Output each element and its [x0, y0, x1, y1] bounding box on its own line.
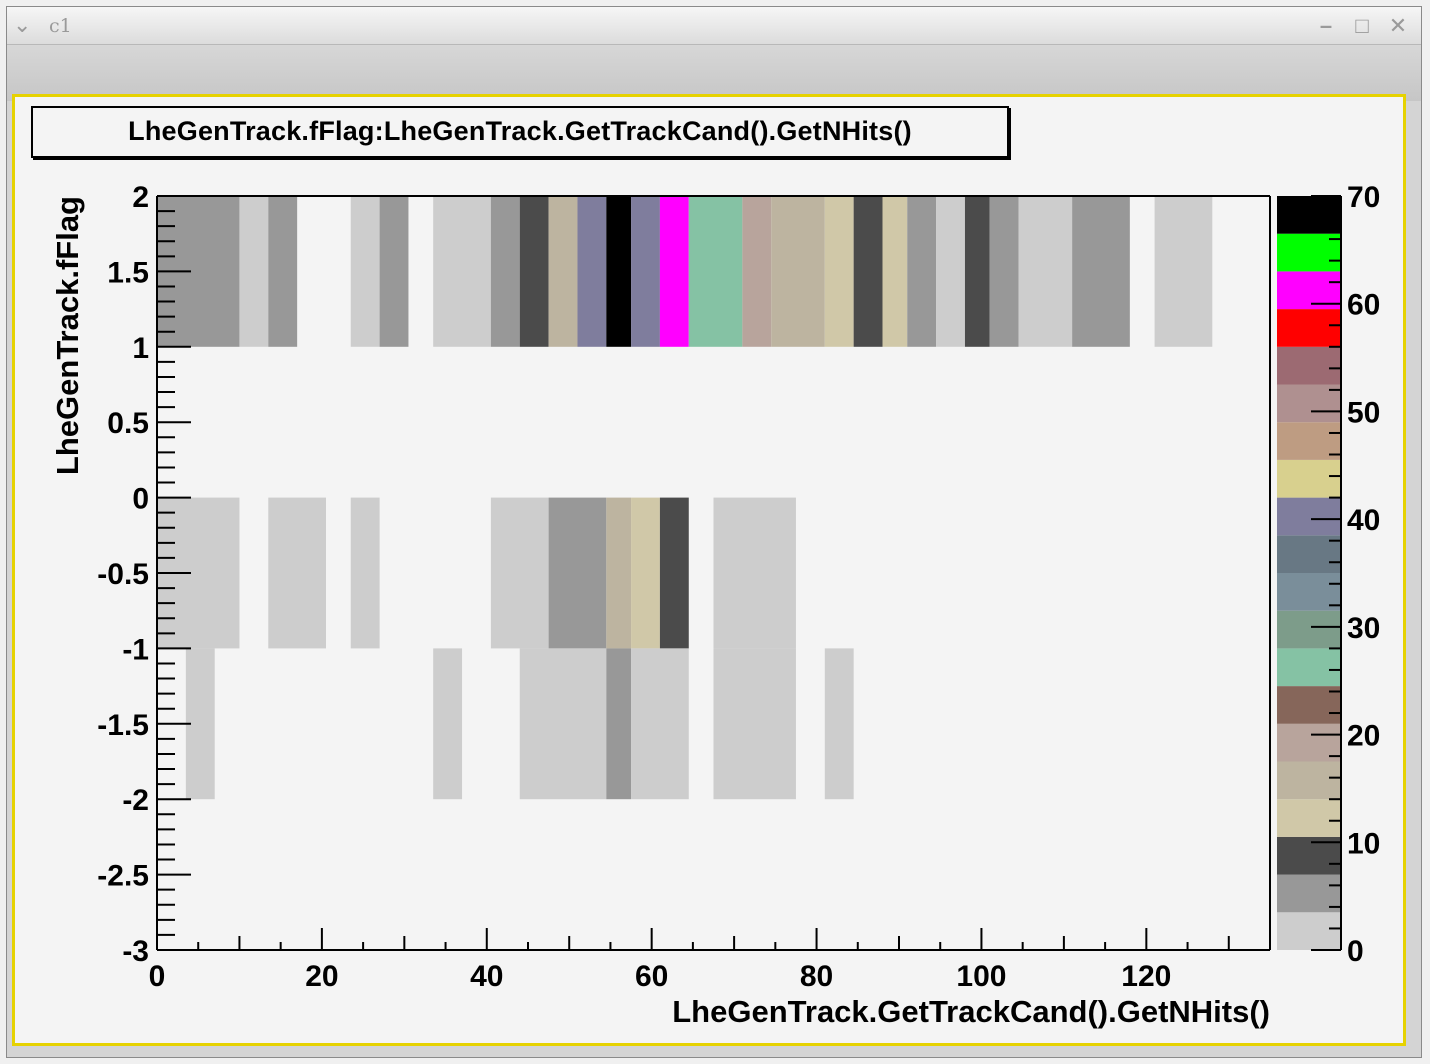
title-bar: ⌄ c1 – □ ✕ [7, 7, 1421, 45]
heatmap-cell [490, 196, 520, 347]
palette-swatch [1277, 196, 1341, 234]
palette-swatch [1277, 309, 1341, 347]
heatmap-cell [548, 196, 578, 347]
heatmap-cell [433, 196, 491, 347]
heatmap-cell [606, 648, 632, 800]
heatmap-cell [771, 196, 825, 347]
heatmap-cell [268, 196, 298, 347]
x-tick-label: 0 [149, 960, 166, 993]
heatmap-cell [936, 196, 965, 347]
heatmap-cell [631, 497, 660, 649]
heatmap-cell [659, 196, 689, 347]
x-tick-label: 40 [470, 960, 503, 993]
y-tick-label: 2 [132, 181, 149, 214]
palette-tick-label: 0 [1347, 935, 1364, 968]
heatmap-cell [882, 196, 908, 347]
close-icon[interactable]: ✕ [1388, 13, 1408, 38]
palette-swatch [1277, 610, 1341, 649]
heatmap-cell [606, 196, 632, 347]
palette-swatch [1277, 346, 1341, 385]
heatmap-cell [713, 648, 796, 800]
heatmap-cell [239, 196, 269, 347]
y-tick-label: -2.5 [97, 860, 149, 893]
palette-tick-label: 70 [1347, 181, 1380, 214]
heatmap-cell [350, 196, 380, 347]
y-tick-label: -0.5 [97, 558, 149, 591]
x-axis-label: LheGenTrack.GetTrackCand().GetNHits() [672, 994, 1270, 1029]
cells-layer [157, 196, 1270, 950]
heatmap-cell [659, 497, 689, 649]
x-tick-label: 120 [1121, 960, 1171, 993]
palette-swatch [1277, 497, 1341, 536]
y-tick-label: -1 [122, 633, 149, 666]
heatmap-cell [631, 196, 660, 347]
palette-swatch [1277, 648, 1341, 687]
heatmap-cell [1072, 196, 1130, 347]
heatmap-cell [548, 497, 607, 649]
y-tick-label: -3 [122, 935, 149, 968]
palette-tick-label: 50 [1347, 396, 1380, 429]
heatmap-cell [350, 497, 380, 649]
heatmap-cell [519, 196, 549, 347]
palette-layer: 0 10 20 30 40 50 60 70 [1277, 181, 1380, 968]
heatmap-cell [1154, 196, 1213, 347]
minimize-icon[interactable]: – [1319, 13, 1333, 38]
heatmap-cell [577, 196, 607, 347]
window-title: c1 [49, 15, 72, 37]
heatmap-cell [989, 196, 1019, 347]
heatmap-cell [519, 648, 607, 800]
chevron-down-icon[interactable]: ⌄ [13, 12, 32, 37]
y-tick-label: 0.5 [107, 407, 149, 440]
x-tick-label: 100 [956, 960, 1006, 993]
x-tick-label: 80 [800, 960, 833, 993]
x-tick-label: 20 [305, 960, 338, 993]
palette-swatch [1277, 912, 1341, 950]
heatmap-cell [379, 196, 409, 347]
y-axis-label: LheGenTrack.fFlag [50, 196, 85, 475]
heatmap-cell [742, 196, 772, 347]
axes-layer: 0 20 40 60 80 100 120 -3 -2.5 -2 -1.5 -1 -0.5 0 0.5 1 1.… [97, 181, 1271, 993]
y-tick-label: -2 [122, 784, 149, 817]
heatmap-cell [490, 497, 549, 649]
x-tick-label: 60 [635, 960, 668, 993]
heatmap-cell [1018, 196, 1073, 347]
y-tick-label: 1.5 [107, 256, 149, 289]
heatmap-cell [713, 497, 796, 649]
heatmap-cell [631, 648, 689, 800]
plot-title-box: LheGenTrack.fFlag:LheGenTrack.GetTrackCa… [31, 106, 1009, 158]
toolbar [7, 45, 1421, 101]
heatmap-cell [824, 648, 854, 800]
heatmap-cell [907, 196, 937, 347]
bottom-edge [12, 1046, 1406, 1054]
palette-swatch [1277, 761, 1341, 800]
heatmap-cell [853, 196, 883, 347]
palette-tick-label: 30 [1347, 612, 1380, 645]
heatmap-cell [268, 497, 327, 649]
plot-title: LheGenTrack.fFlag:LheGenTrack.GetTrackCa… [128, 116, 912, 146]
heatmap-cell [964, 196, 990, 347]
y-tick-label: -1.5 [97, 709, 149, 742]
palette-tick-label: 60 [1347, 289, 1380, 322]
heatmap-cell [433, 648, 463, 800]
y-tick-label: 1 [132, 332, 149, 365]
heatmap-cell [688, 196, 743, 347]
y-tick-label: 0 [132, 483, 149, 516]
palette-tick-label: 20 [1347, 720, 1380, 753]
maximize-icon[interactable]: □ [1355, 13, 1369, 38]
palette-swatch [1277, 799, 1341, 837]
heatmap-cell [606, 497, 632, 649]
palette-tick-label: 10 [1347, 827, 1380, 860]
palette-swatch [1277, 459, 1341, 498]
heatmap-cell [824, 196, 854, 347]
palette-tick-label: 40 [1347, 504, 1380, 537]
